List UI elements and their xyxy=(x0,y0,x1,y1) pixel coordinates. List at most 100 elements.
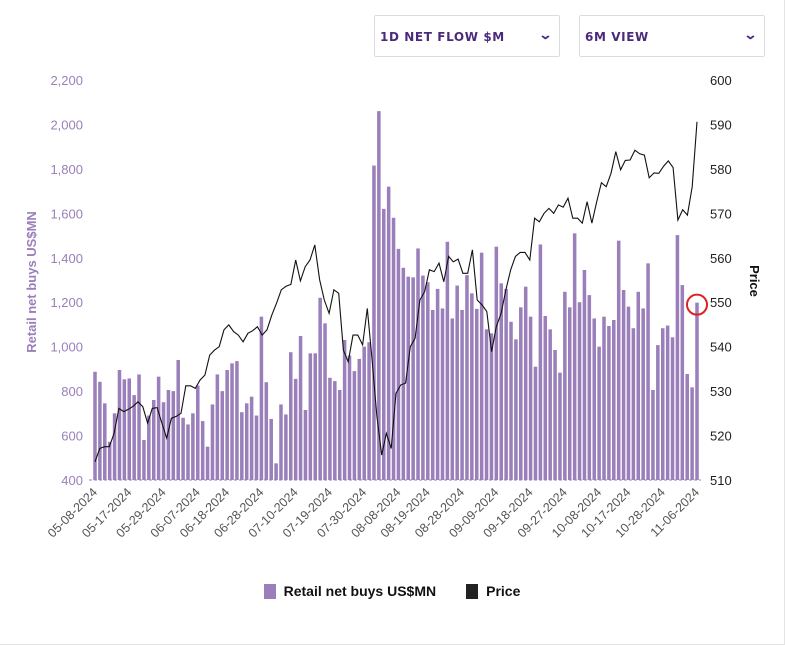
bar xyxy=(636,291,641,480)
bar xyxy=(553,350,557,480)
bar xyxy=(435,288,440,480)
bar xyxy=(426,282,430,480)
bar xyxy=(484,329,489,480)
bar xyxy=(362,346,366,480)
bar xyxy=(377,111,381,480)
bar xyxy=(367,342,371,480)
bar xyxy=(421,275,425,480)
y-right-tick-label: 510 xyxy=(710,473,732,488)
highlight-circle xyxy=(686,293,708,316)
bar xyxy=(372,165,376,481)
bar xyxy=(352,371,357,480)
bar xyxy=(186,424,190,480)
bar xyxy=(274,463,278,480)
bar xyxy=(587,295,592,480)
bar xyxy=(514,339,518,480)
range-dropdown-value: 6M VIEW xyxy=(585,30,649,44)
bar xyxy=(103,403,107,480)
bar xyxy=(528,316,533,480)
bar xyxy=(401,267,406,480)
bar xyxy=(289,352,293,480)
bar xyxy=(386,186,391,480)
bar xyxy=(98,381,102,480)
y-left-tick-label: 1,400 xyxy=(50,251,83,266)
bar xyxy=(308,353,313,480)
y-right-tick-label: 550 xyxy=(710,295,732,310)
bar xyxy=(342,340,347,480)
legend-swatch-retail xyxy=(263,583,276,599)
chevron-down-icon: ⌄ xyxy=(743,27,758,42)
bar xyxy=(293,378,298,480)
bar xyxy=(225,370,229,480)
bar xyxy=(406,276,410,480)
bar xyxy=(612,320,616,480)
bar xyxy=(298,336,303,480)
bar xyxy=(249,396,254,480)
bar xyxy=(264,382,269,480)
bar xyxy=(675,235,680,480)
legend-swatch-price xyxy=(466,583,479,599)
bar xyxy=(538,244,543,480)
bar xyxy=(117,370,122,480)
bar xyxy=(450,318,455,480)
bar xyxy=(626,306,631,480)
y-left-tick-label: 1,600 xyxy=(50,206,83,221)
bar xyxy=(171,391,176,480)
y-right-tick-label: 590 xyxy=(710,117,732,132)
bar xyxy=(156,376,161,480)
y-right-tick-label: 530 xyxy=(710,384,732,399)
bar xyxy=(147,415,151,480)
legend-item-price[interactable]: Price xyxy=(466,583,520,599)
bar xyxy=(269,418,273,480)
bar xyxy=(411,277,415,480)
bar xyxy=(660,328,665,480)
bar xyxy=(558,372,562,480)
bar xyxy=(235,361,239,480)
bar xyxy=(621,290,626,480)
bar xyxy=(509,321,513,480)
bar xyxy=(142,440,146,480)
bar xyxy=(523,286,528,480)
bar xyxy=(244,403,249,480)
bar xyxy=(455,285,459,480)
y-right-tick-label: 600 xyxy=(710,73,732,88)
bar xyxy=(323,323,327,480)
bar xyxy=(191,413,195,480)
bar xyxy=(460,310,464,480)
bar xyxy=(685,374,689,480)
legend-label-price: Price xyxy=(486,583,521,599)
bar xyxy=(215,374,220,480)
metric-dropdown[interactable]: 1D NET FLOW $M ⌄ xyxy=(374,15,560,57)
price-line xyxy=(94,121,698,462)
y-right-tick-label: 570 xyxy=(710,206,732,221)
bar xyxy=(519,307,523,480)
bar xyxy=(479,252,484,480)
y-left-tick-label: 2,200 xyxy=(50,73,83,88)
y-left-tick-label: 1,000 xyxy=(50,340,83,355)
bar xyxy=(205,446,210,480)
bar xyxy=(470,293,474,480)
bar xyxy=(465,275,469,480)
legend: Retail net buys US$MN Price xyxy=(0,583,784,599)
bar xyxy=(122,379,127,480)
legend-item-retail[interactable]: Retail net buys US$MN xyxy=(263,583,436,599)
bar xyxy=(543,316,548,480)
y-left-tick-label: 800 xyxy=(61,384,83,399)
bar xyxy=(318,297,322,480)
range-dropdown[interactable]: 6M VIEW ⌄ xyxy=(579,15,765,57)
bar xyxy=(597,346,601,480)
y-right-tick-label: 540 xyxy=(710,340,732,355)
y-left-tick-label: 1,200 xyxy=(50,295,83,310)
bar xyxy=(670,337,675,480)
bar xyxy=(240,412,244,480)
bar xyxy=(416,248,420,480)
bar xyxy=(440,308,445,480)
bar xyxy=(391,217,396,480)
combo-chart: 400 600 800 1,000 1,200 1,400 1,600 1,800 2,000 2… xyxy=(24,73,762,540)
bar xyxy=(656,345,660,480)
bar xyxy=(572,233,577,480)
bar xyxy=(196,385,200,480)
bar xyxy=(680,285,685,480)
bar xyxy=(107,441,112,480)
